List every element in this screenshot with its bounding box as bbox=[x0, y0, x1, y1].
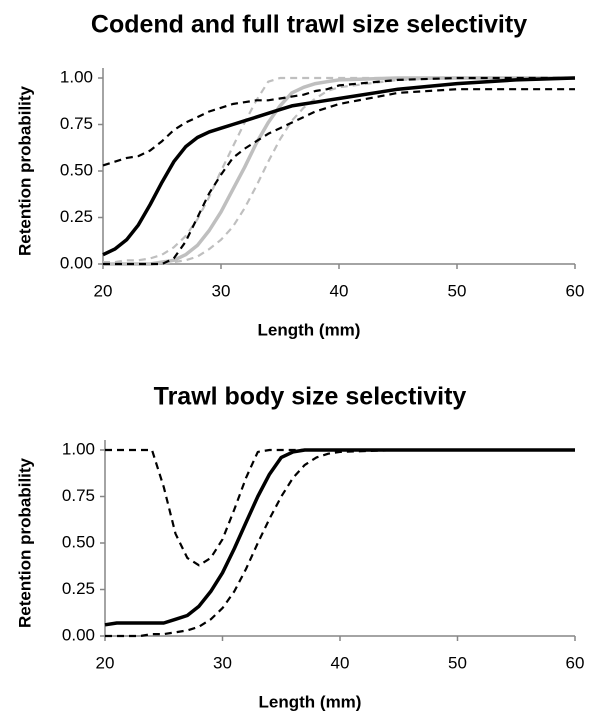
y-tick-label: 0.25 bbox=[62, 579, 95, 598]
y-tick-label: 0.75 bbox=[60, 114, 93, 133]
solid-line bbox=[103, 76, 575, 266]
x-axis-title: Length (mm) bbox=[259, 692, 362, 711]
y-tick-label: 0.25 bbox=[60, 207, 93, 226]
dashed-line bbox=[105, 448, 575, 638]
y-axis-title: Retention probability bbox=[15, 85, 34, 256]
dashed-line bbox=[102, 76, 575, 167]
y-axis-title: Retention probability bbox=[15, 457, 34, 628]
y-tick-label: 1.00 bbox=[62, 439, 95, 458]
y-tick-label: 0.75 bbox=[62, 486, 95, 505]
x-tick-label: 20 bbox=[94, 281, 113, 300]
y-tick-label: 0.50 bbox=[62, 532, 95, 551]
x-tick-label: 20 bbox=[96, 653, 115, 672]
dashed-line bbox=[103, 76, 575, 264]
x-tick-label: 30 bbox=[212, 281, 231, 300]
chart-title: Codend and full trawl size selectivity bbox=[91, 11, 527, 39]
y-tick-label: 0.50 bbox=[60, 160, 93, 179]
solid-line bbox=[102, 76, 576, 257]
y-tick-label: 0.00 bbox=[60, 253, 93, 272]
x-axis-title: Length (mm) bbox=[258, 320, 361, 339]
x-tick-label: 50 bbox=[448, 281, 467, 300]
solid-line bbox=[104, 448, 575, 627]
y-tick-label: 0.00 bbox=[62, 625, 95, 644]
x-tick-label: 50 bbox=[448, 653, 467, 672]
chart-title: Trawl body size selectivity bbox=[154, 383, 467, 411]
dashed-line bbox=[103, 88, 575, 266]
dashed-line bbox=[105, 448, 575, 567]
x-tick-label: 60 bbox=[566, 653, 585, 672]
x-tick-label: 30 bbox=[213, 653, 232, 672]
x-tick-label: 40 bbox=[330, 281, 349, 300]
y-tick-label: 1.00 bbox=[60, 67, 93, 86]
x-tick-label: 60 bbox=[566, 281, 585, 300]
dashed-line bbox=[103, 76, 575, 266]
x-tick-label: 40 bbox=[331, 653, 350, 672]
